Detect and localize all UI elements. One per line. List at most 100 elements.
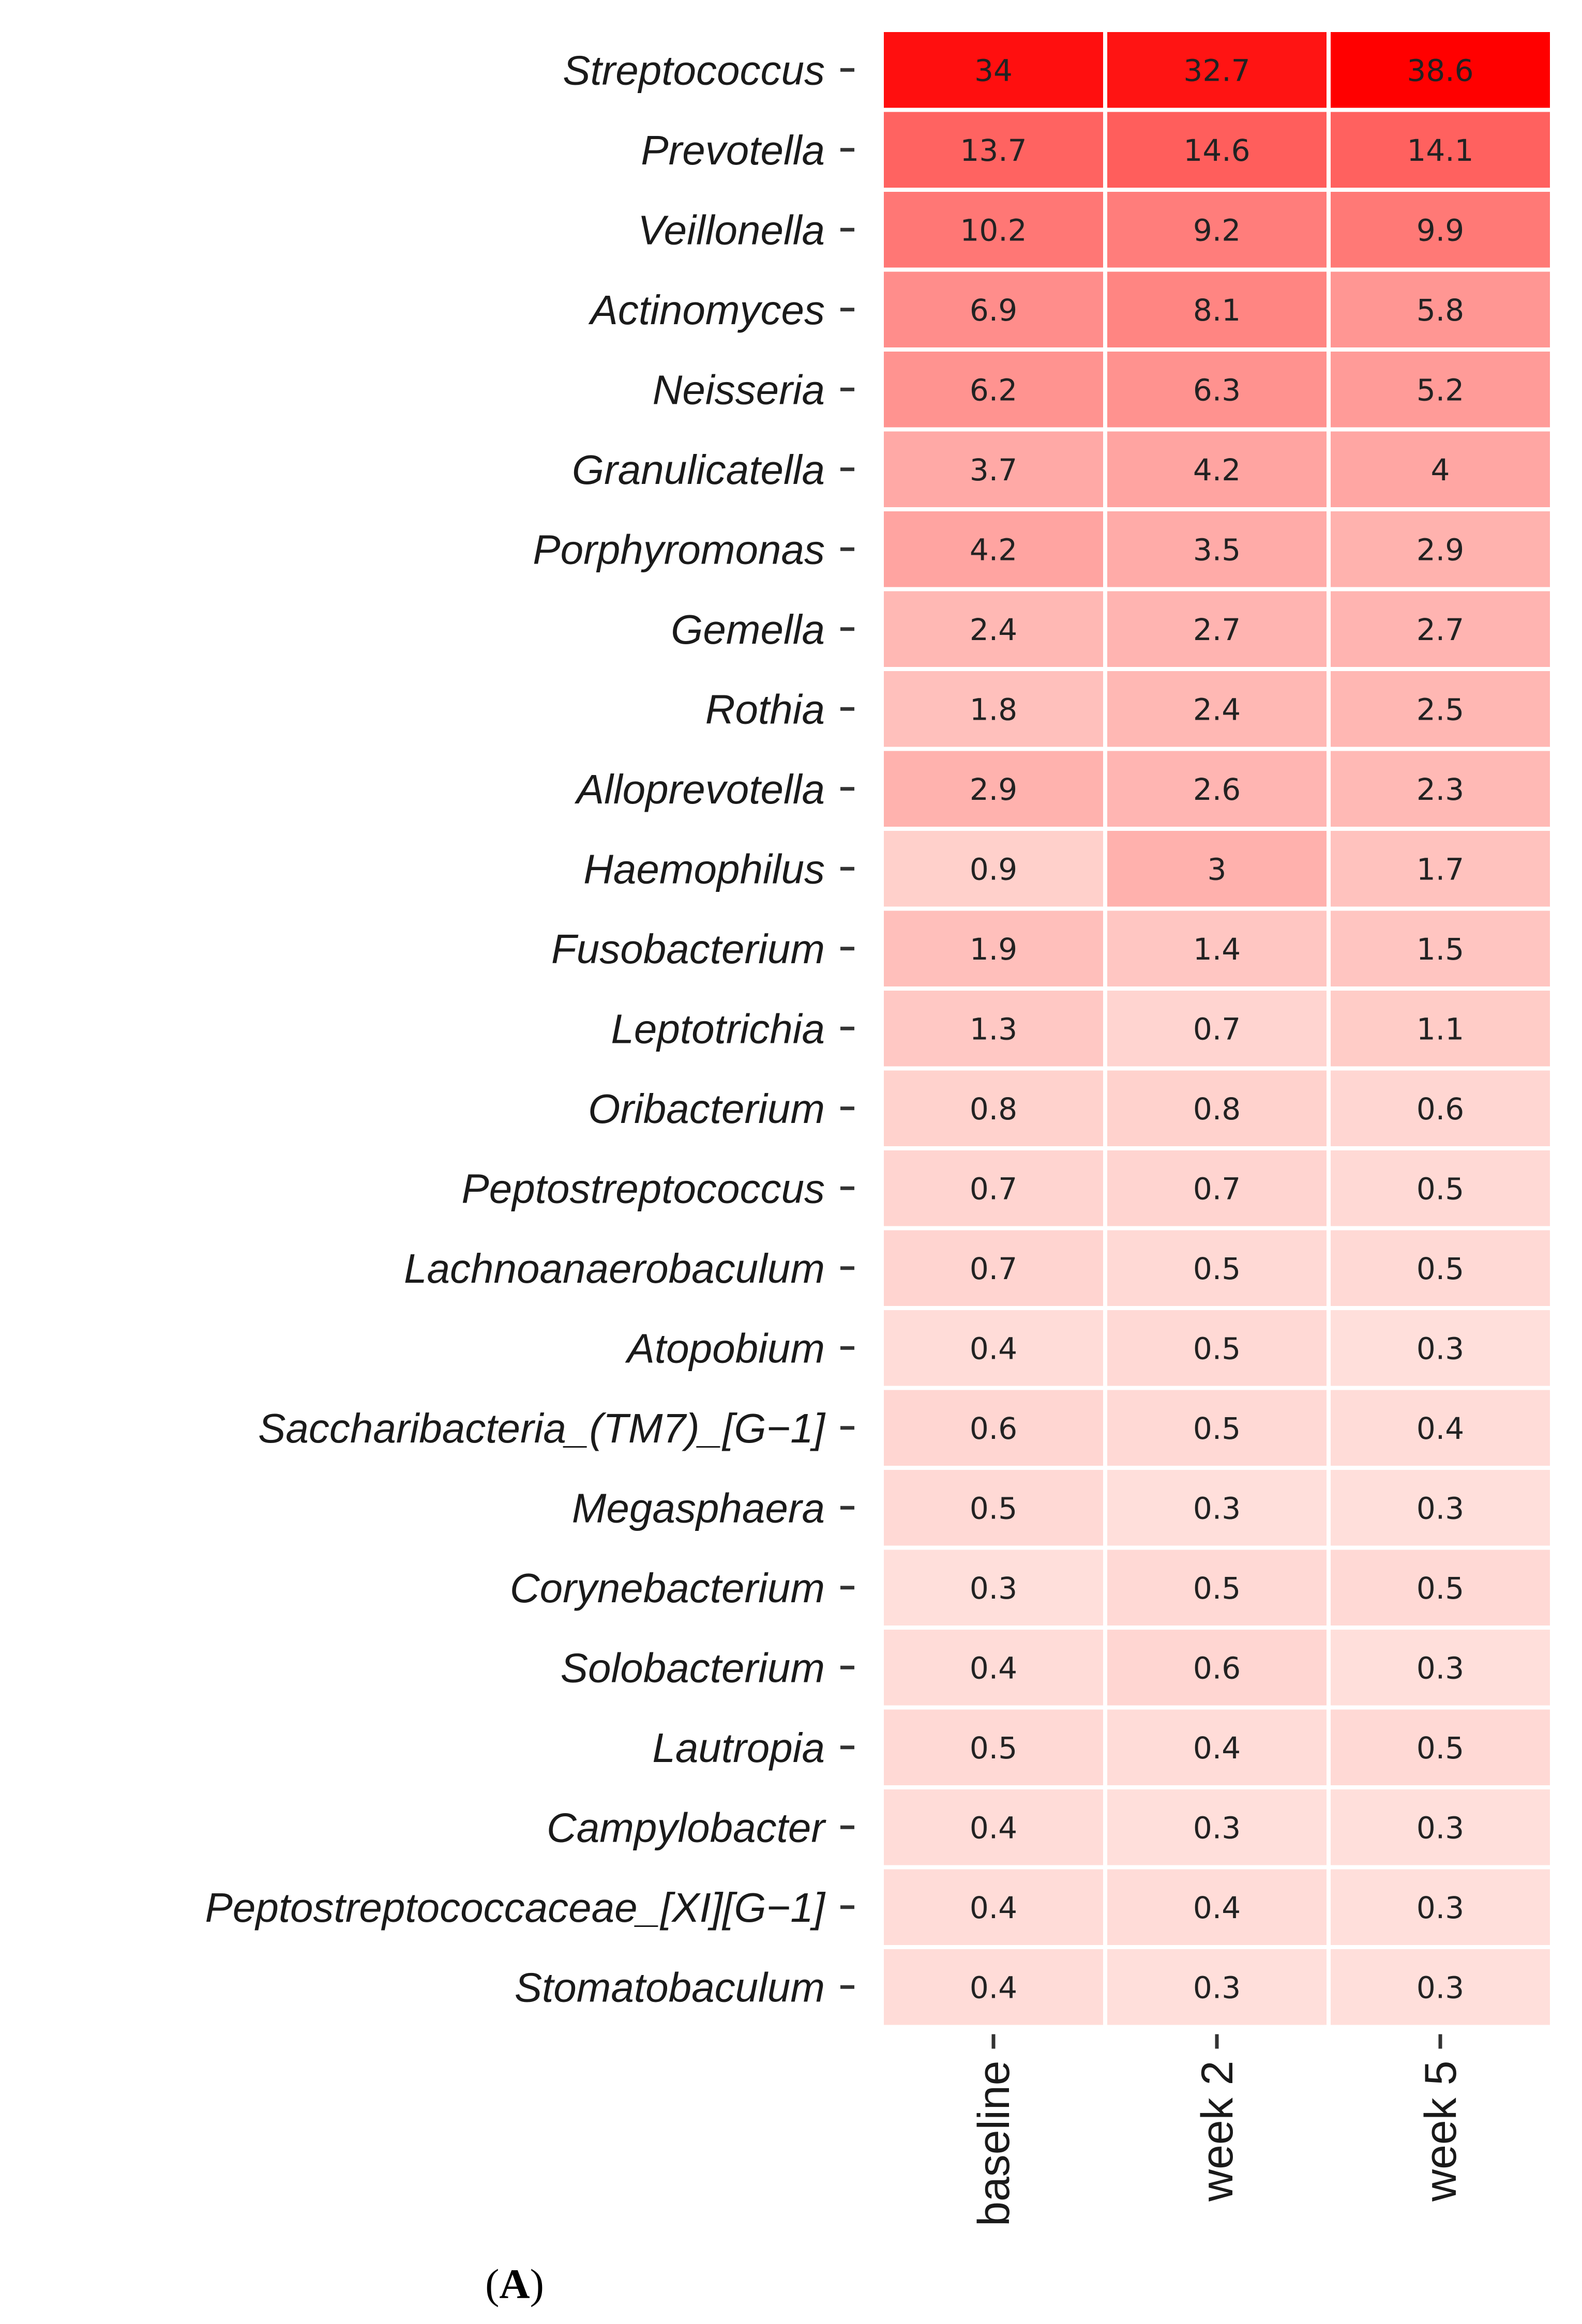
heatmap-cell — [884, 1949, 1103, 2025]
column-label: week 2 — [1193, 2061, 1242, 2203]
cell-value-label: 0.5 — [1417, 1730, 1464, 1766]
heatmap-cell — [1331, 1070, 1550, 1146]
cell-value-label: 38.6 — [1407, 53, 1473, 88]
cell-value-label: 0.5 — [1417, 1571, 1464, 1606]
heatmap-cell — [1331, 1949, 1550, 2025]
heatmap-cell — [1107, 1869, 1327, 1945]
row-label: Gemella — [671, 606, 825, 652]
cell-value-label: 4 — [1431, 452, 1450, 488]
column-label: week 5 — [1416, 2061, 1466, 2203]
cell-value-label: 6.9 — [970, 293, 1017, 328]
heatmap-cell — [1331, 671, 1550, 747]
cell-value-label: 0.3 — [1417, 1650, 1464, 1685]
cell-value-label: 0.5 — [970, 1491, 1017, 1526]
cell-value-label: 0.5 — [1193, 1251, 1241, 1286]
cell-value-label: 6.3 — [1193, 372, 1241, 407]
cell-value-label: 0.4 — [1193, 1730, 1241, 1766]
cell-value-label: 0.3 — [1193, 1491, 1241, 1526]
heatmap-cell — [1331, 991, 1550, 1067]
heatmap-cell — [1331, 910, 1550, 986]
cell-value-label: 34 — [974, 53, 1013, 88]
heatmap-cell — [884, 671, 1103, 747]
cell-value-label: 0.5 — [1417, 1251, 1464, 1286]
heatmap-cell — [1107, 1709, 1327, 1785]
row-label: Campylobacter — [547, 1804, 826, 1850]
heatmap-cell — [1331, 431, 1550, 507]
cell-value-label: 2.3 — [1417, 772, 1464, 807]
cell-value-label: 14.6 — [1183, 133, 1250, 168]
cell-value-label: 3.7 — [970, 452, 1017, 488]
cell-value-label: 0.5 — [1193, 1571, 1241, 1606]
heatmap-cell — [1107, 910, 1327, 986]
heatmap-cell — [1331, 1150, 1550, 1226]
row-label: Stomatobaculum — [515, 1964, 825, 2010]
cell-value-label: 0.4 — [1193, 1890, 1241, 1925]
cell-value-label: 5.8 — [1417, 293, 1464, 328]
cell-value-label: 0.8 — [1193, 1091, 1241, 1127]
heatmap-cell — [1107, 1310, 1327, 1386]
row-label: Leptotrichia — [611, 1006, 825, 1052]
heatmap-cell — [884, 831, 1103, 907]
heatmap-cell — [1107, 112, 1327, 188]
cell-value-label: 0.5 — [1193, 1411, 1241, 1446]
cell-value-label: 1.1 — [1417, 1011, 1464, 1046]
row-label: Oribacterium — [588, 1086, 825, 1132]
heatmap-cell — [884, 112, 1103, 188]
cell-value-label: 0.3 — [1193, 1810, 1241, 1845]
heatmap-cell-labels: 34 32.7 38.613.7 14.6 14.110.2 9.2 9.96.9 8.1 5.… — [960, 53, 1473, 2005]
cell-value-label: 3 — [1208, 852, 1227, 887]
heatmap-cell — [884, 352, 1103, 428]
heatmap-cell — [1107, 1390, 1327, 1466]
column-label: baseline — [969, 2061, 1019, 2226]
row-label: Lautropia — [652, 1725, 825, 1771]
row-axis-labels: Streptococcus Prevotella Veillonella Actino… — [205, 47, 854, 2010]
cell-value-label: 0.4 — [970, 1970, 1017, 2005]
cell-value-label: 0.3 — [1417, 1890, 1464, 1925]
heatmap-cell — [884, 1230, 1103, 1306]
cell-value-label: 0.6 — [1193, 1650, 1241, 1685]
row-label: Corynebacterium — [510, 1565, 825, 1611]
row-label: Streptococcus — [563, 47, 825, 93]
cell-value-label: 0.4 — [970, 1331, 1017, 1366]
cell-value-label: 1.5 — [1417, 932, 1464, 967]
row-label: Porphyromonas — [533, 526, 825, 572]
cell-value-label: 10.2 — [960, 212, 1027, 248]
heatmap-cell — [1331, 1869, 1550, 1945]
cell-value-label: 2.9 — [970, 772, 1017, 807]
heatmap-cell — [1107, 1550, 1327, 1626]
heatmap-cell — [1331, 192, 1550, 268]
cell-value-label: 1.7 — [1417, 852, 1464, 887]
heatmap-cell — [1331, 751, 1550, 827]
cell-value-label: 1.3 — [970, 1011, 1017, 1046]
heatmap-cell — [884, 591, 1103, 667]
heatmap-cell — [884, 271, 1103, 347]
heatmap-cell — [1331, 1470, 1550, 1546]
heatmap-cell — [1107, 1470, 1327, 1546]
heatmap-cell — [884, 991, 1103, 1067]
row-label: Haemophilus — [583, 846, 825, 892]
heatmap-cell — [1107, 271, 1327, 347]
heatmap-cell — [1107, 1230, 1327, 1306]
heatmap-cell — [1107, 511, 1327, 587]
heatmap-cell — [1107, 671, 1327, 747]
cell-value-label: 9.2 — [1193, 212, 1241, 248]
heatmap-cell — [1331, 1789, 1550, 1865]
heatmap-cell — [884, 1470, 1103, 1546]
cell-value-label: 0.8 — [970, 1091, 1017, 1127]
heatmap-cell — [1331, 112, 1550, 188]
cell-value-label: 0.5 — [1193, 1331, 1241, 1366]
cell-value-label: 2.4 — [1193, 692, 1241, 727]
heatmap-cell — [884, 1070, 1103, 1146]
heatmap-cell — [884, 1709, 1103, 1785]
cell-value-label: 2.7 — [1417, 612, 1464, 647]
row-label: Fusobacterium — [551, 926, 825, 972]
row-label: Neisseria — [653, 367, 825, 413]
row-label: Megasphaera — [572, 1485, 825, 1531]
row-label: Rothia — [705, 686, 825, 732]
heatmap-cell — [1331, 1709, 1550, 1785]
cell-value-label: 0.5 — [1417, 1171, 1464, 1206]
heatmap-cell — [884, 1869, 1103, 1945]
cell-value-label: 0.4 — [1417, 1411, 1464, 1446]
cell-value-label: 4.2 — [970, 532, 1017, 567]
